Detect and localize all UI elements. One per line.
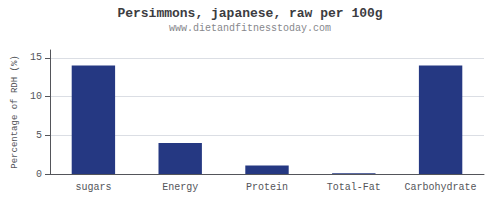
- svg-text:www.dietandfitnesstoday.com: www.dietandfitnesstoday.com: [169, 23, 331, 34]
- svg-text:10: 10: [30, 91, 42, 102]
- svg-text:Total-Fat: Total-Fat: [327, 182, 381, 193]
- svg-text:Carbohydrate: Carbohydrate: [405, 182, 477, 193]
- svg-text:Persimmons, japanese, raw per: Persimmons, japanese, raw per 100g: [117, 6, 382, 21]
- svg-text:15: 15: [30, 52, 42, 63]
- svg-text:Energy: Energy: [162, 182, 198, 193]
- svg-text:0: 0: [36, 169, 42, 180]
- svg-text:Percentage of RDH (%): Percentage of RDH (%): [10, 55, 20, 168]
- svg-text:sugars: sugars: [75, 182, 111, 193]
- svg-text:Protein: Protein: [246, 182, 288, 193]
- svg-text:5: 5: [36, 130, 42, 141]
